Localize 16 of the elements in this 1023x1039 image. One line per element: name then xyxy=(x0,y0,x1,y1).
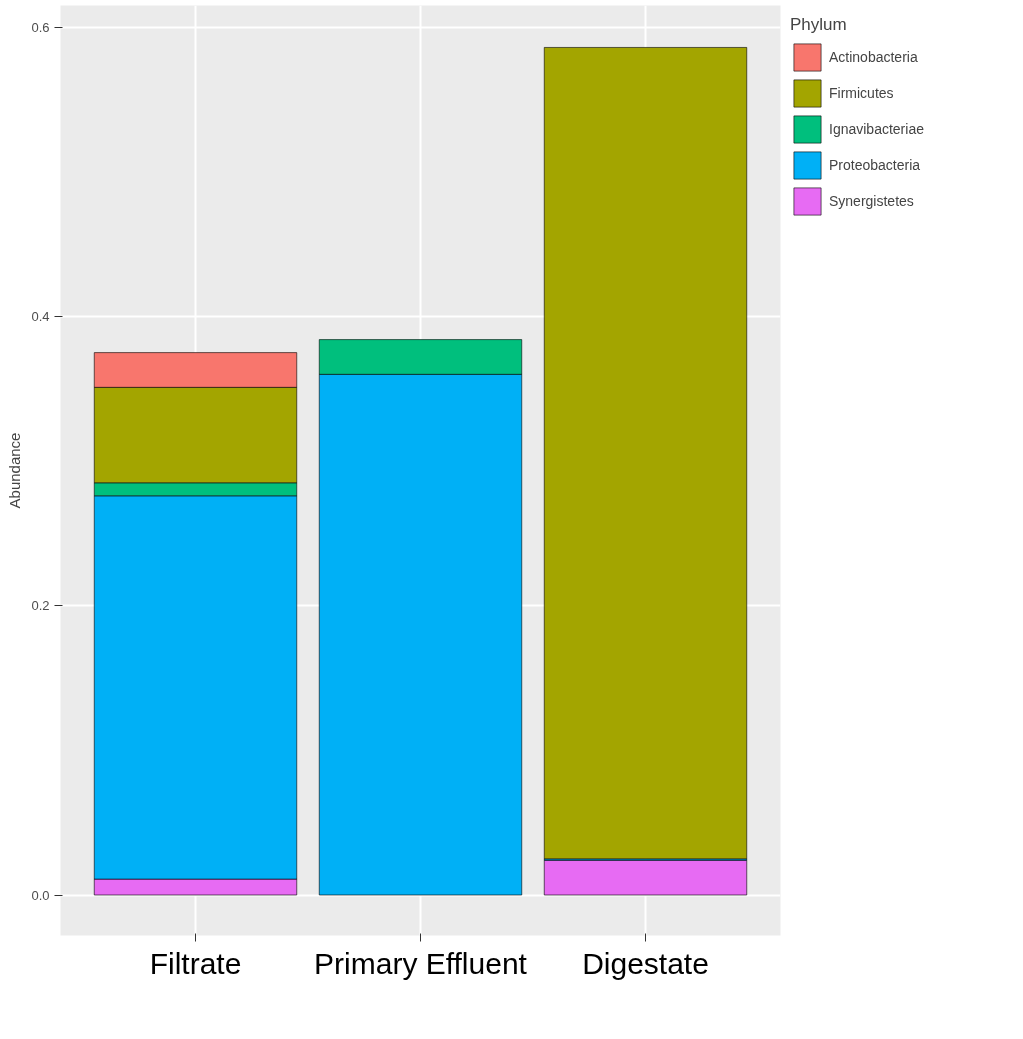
y-tick-label: 0.4 xyxy=(31,308,50,324)
y-axis-title: Abundance xyxy=(6,432,24,509)
legend-label: Firmicutes xyxy=(829,85,894,101)
bar xyxy=(543,859,748,896)
legend-label: Synergistetes xyxy=(829,193,914,209)
x-tick-label: Primary Effluent xyxy=(314,946,528,980)
legend-label: Actinobacteria xyxy=(829,49,918,65)
y-tick-label: 0.6 xyxy=(31,19,50,35)
y-tick-label: 0.0 xyxy=(31,887,50,903)
legend-title: Phylum xyxy=(790,15,848,35)
y-tick-label: 0.2 xyxy=(31,598,50,614)
legend-label: Ignavibacteriae xyxy=(829,121,924,137)
x-tick-label: Filtrate xyxy=(149,946,242,980)
x-tick-label: Digestate xyxy=(582,946,709,980)
legend-label: Proteobacteria xyxy=(829,157,921,173)
bar xyxy=(543,47,748,860)
